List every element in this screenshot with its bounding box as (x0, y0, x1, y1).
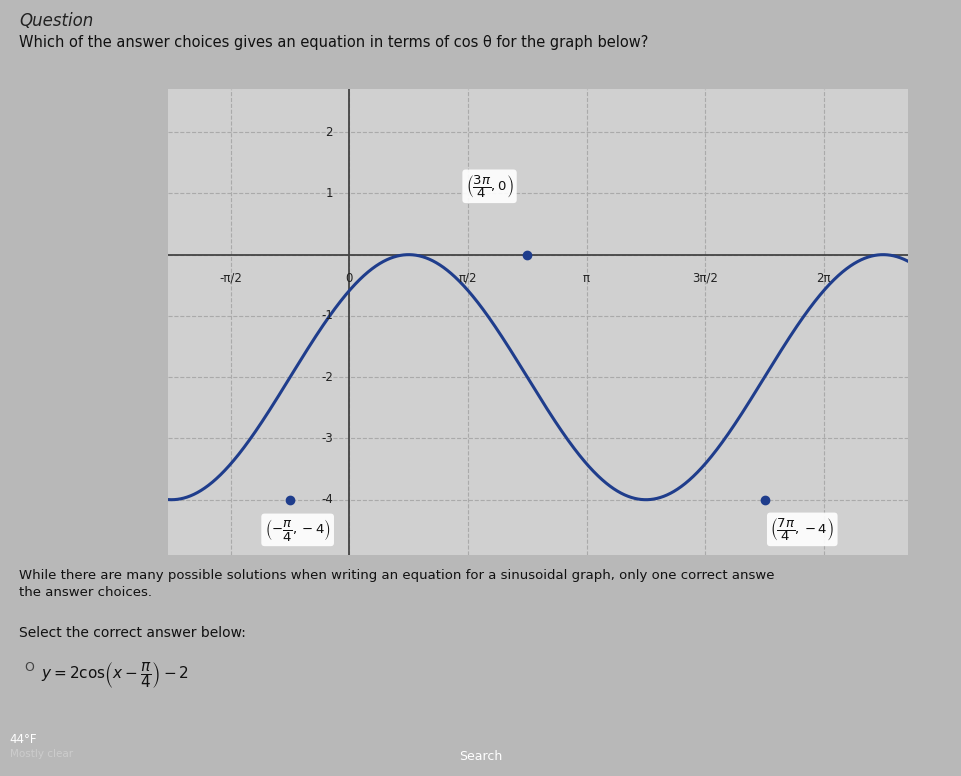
Text: $\left(\dfrac{7\pi}{4},-4\right)$: $\left(\dfrac{7\pi}{4},-4\right)$ (771, 516, 834, 543)
Text: 1: 1 (325, 187, 333, 200)
Text: the answer choices.: the answer choices. (19, 586, 152, 599)
Text: -4: -4 (321, 494, 333, 506)
Text: Which of the answer choices gives an equation in terms of cos θ for the graph be: Which of the answer choices gives an equ… (19, 35, 649, 50)
Text: $\left(-\dfrac{\pi}{4},-4\right)$: $\left(-\dfrac{\pi}{4},-4\right)$ (264, 517, 331, 543)
Text: 2π: 2π (817, 272, 831, 285)
Text: Search: Search (458, 750, 503, 763)
Text: Question: Question (19, 12, 93, 29)
Text: While there are many possible solutions when writing an equation for a sinusoida: While there are many possible solutions … (19, 569, 775, 582)
Text: 3π/2: 3π/2 (692, 272, 718, 285)
Text: -π/2: -π/2 (219, 272, 242, 285)
Text: Mostly clear: Mostly clear (10, 749, 73, 759)
Text: π: π (583, 272, 590, 285)
Text: Select the correct answer below:: Select the correct answer below: (19, 626, 246, 640)
Text: 44°F: 44°F (10, 733, 37, 747)
Text: 2: 2 (325, 126, 333, 139)
Text: $\left(\dfrac{3\pi}{4},0\right)$: $\left(\dfrac{3\pi}{4},0\right)$ (466, 173, 513, 199)
Text: -1: -1 (321, 310, 333, 322)
Text: $y = 2\cos\!\left(x - \dfrac{\pi}{4}\right) - 2$: $y = 2\cos\!\left(x - \dfrac{\pi}{4}\rig… (41, 660, 189, 690)
Text: 0: 0 (346, 272, 353, 285)
Text: -2: -2 (321, 371, 333, 383)
Text: -3: -3 (321, 432, 333, 445)
Text: O: O (24, 661, 34, 674)
Text: π/2: π/2 (458, 272, 478, 285)
